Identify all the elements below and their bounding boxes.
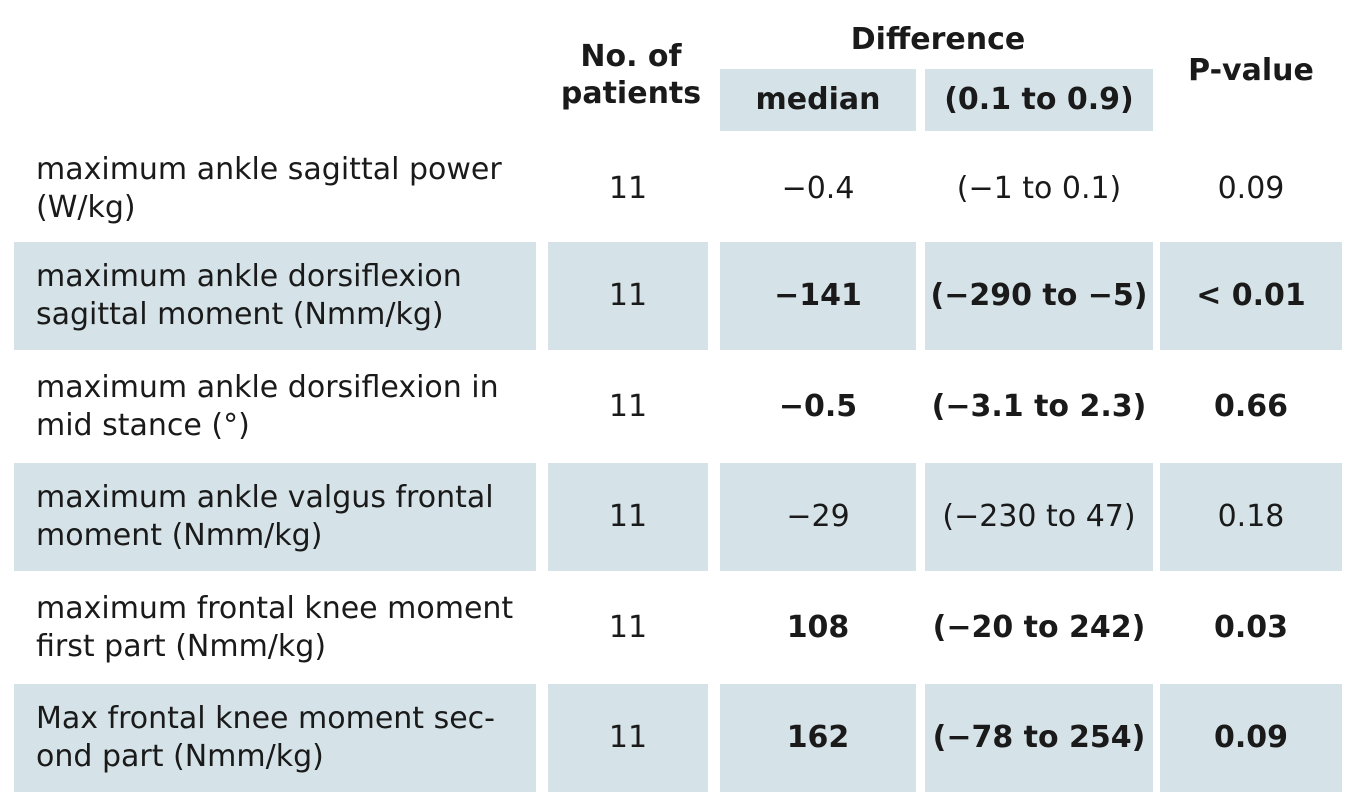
row-label: maximum ankle sagittal power (W/kg): [36, 151, 502, 225]
patients-cell: 11: [548, 242, 708, 350]
header-patients: No. of patients: [560, 38, 702, 112]
pvalue-cell: 0.66: [1213, 389, 1289, 425]
pvalue-cell: 0.09: [1217, 171, 1285, 207]
pvalue-cell: 0.03: [1213, 610, 1289, 646]
median-cell: −141: [720, 242, 916, 350]
median-cell: 108: [786, 610, 850, 646]
range-cell: (−1 to 0.1): [956, 171, 1122, 207]
range-cell: (−78 to 254): [925, 684, 1153, 792]
row-label: maximum frontal knee moment first part (…: [36, 590, 514, 664]
patients-cell: 11: [608, 610, 648, 646]
range-cell: (−20 to 242): [932, 610, 1146, 646]
header-pvalue: P-value: [1188, 53, 1314, 89]
median-cell: 162: [720, 684, 916, 792]
patients-cell: 11: [608, 389, 648, 425]
patients-cell: 11: [548, 463, 708, 571]
row-label: Max frontal knee moment sec-ond part (Nm…: [14, 684, 536, 792]
median-cell: −0.4: [781, 171, 855, 207]
median-cell: −0.5: [778, 389, 858, 425]
range-cell: (−230 to 47): [925, 463, 1153, 571]
header-difference: Difference: [850, 22, 1026, 58]
row-label: maximum ankle dorsiflexion in mid stance…: [36, 369, 499, 443]
median-cell: −29: [720, 463, 916, 571]
pvalue-cell: 0.09: [1160, 684, 1342, 792]
header-median: median: [720, 69, 916, 131]
header-range: (0.1 to 0.9): [925, 69, 1153, 131]
range-cell: (−3.1 to 2.3): [931, 389, 1147, 425]
range-cell: (−290 to −5): [925, 242, 1153, 350]
patients-cell: 11: [548, 684, 708, 792]
row-label: maximum ankle dorsiflexion sagittal mome…: [14, 242, 536, 350]
pvalue-cell: < 0.01: [1160, 242, 1342, 350]
row-label: maximum ankle valgus frontal moment (Nmm…: [14, 463, 536, 571]
patients-cell: 11: [608, 171, 648, 207]
pvalue-cell: 0.18: [1160, 463, 1342, 571]
